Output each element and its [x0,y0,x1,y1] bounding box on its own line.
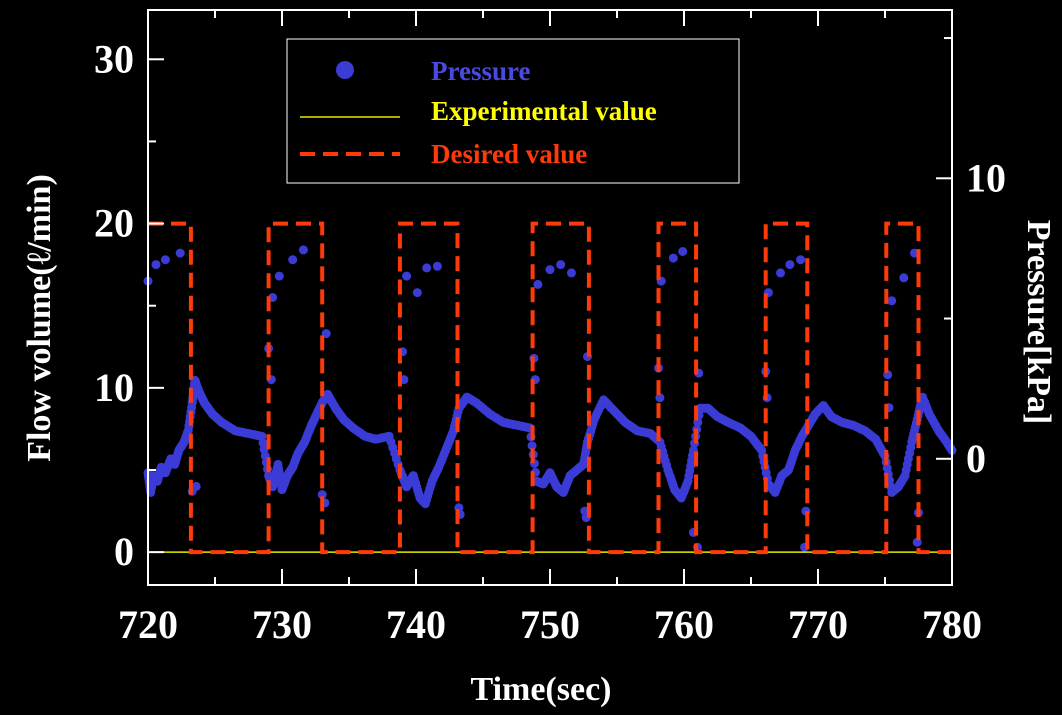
right-axis-title: Pressure[kPa] [1020,220,1057,425]
right-tick-label: 10 [966,155,1006,200]
data-point [678,247,688,256]
data-point [545,265,555,275]
plot-series [143,221,957,555]
data-point [175,248,185,258]
bottom-tick-label: 780 [922,602,982,647]
bottom-tick-label: 770 [788,602,848,647]
data-point [785,260,795,270]
bottom-axis-ticks: 720 730 740 750 760 770 780 [118,569,982,647]
bottom-tick-label: 720 [118,602,178,647]
left-tick-label: 10 [94,365,134,410]
left-axis-title: Flow volume(ℓ/min) [21,174,58,462]
data-point [412,288,422,298]
data-point [317,490,327,500]
legend: Pressure Experimental value Desired valu… [286,38,740,184]
series-pressure-0 [143,375,957,509]
legend-box [286,38,740,184]
data-point [274,271,284,281]
left-axis-ticks: 0 10 20 30 [94,36,164,574]
data-point [422,263,432,273]
left-tick-label: 20 [94,201,134,246]
right-axis-ticks: 0 10 [936,37,1006,481]
series-line-desired-value [148,221,952,555]
top-axis-ticks [147,10,953,26]
bottom-tick-label: 760 [654,602,714,647]
legend-label-desired: Desired value [431,139,587,169]
data-point [160,255,170,265]
x-axis-title: Time(sec) [471,671,612,708]
data-point [796,255,806,265]
data-point [288,255,298,265]
data-point [533,279,543,289]
bottom-tick-label: 740 [386,602,446,647]
data-point [298,245,308,255]
legend-label-pressure: Pressure [431,56,530,86]
data-point [668,253,678,263]
data-point [899,273,909,283]
data-point [527,441,537,451]
data-point [402,271,412,281]
data-point [776,268,785,278]
data-point [432,261,442,271]
right-tick-label: 0 [966,436,986,481]
legend-label-experimental: Experimental value [431,96,657,126]
data-point [151,260,161,270]
bottom-tick-label: 750 [520,602,580,647]
left-tick-label: 30 [94,36,134,81]
data-point [887,296,897,306]
bottom-tick-label: 730 [252,602,312,647]
data-point [655,393,665,403]
data-point [556,260,566,270]
left-tick-label: 0 [114,529,134,574]
data-point [566,268,576,278]
legend-marker-pressure [336,61,354,79]
